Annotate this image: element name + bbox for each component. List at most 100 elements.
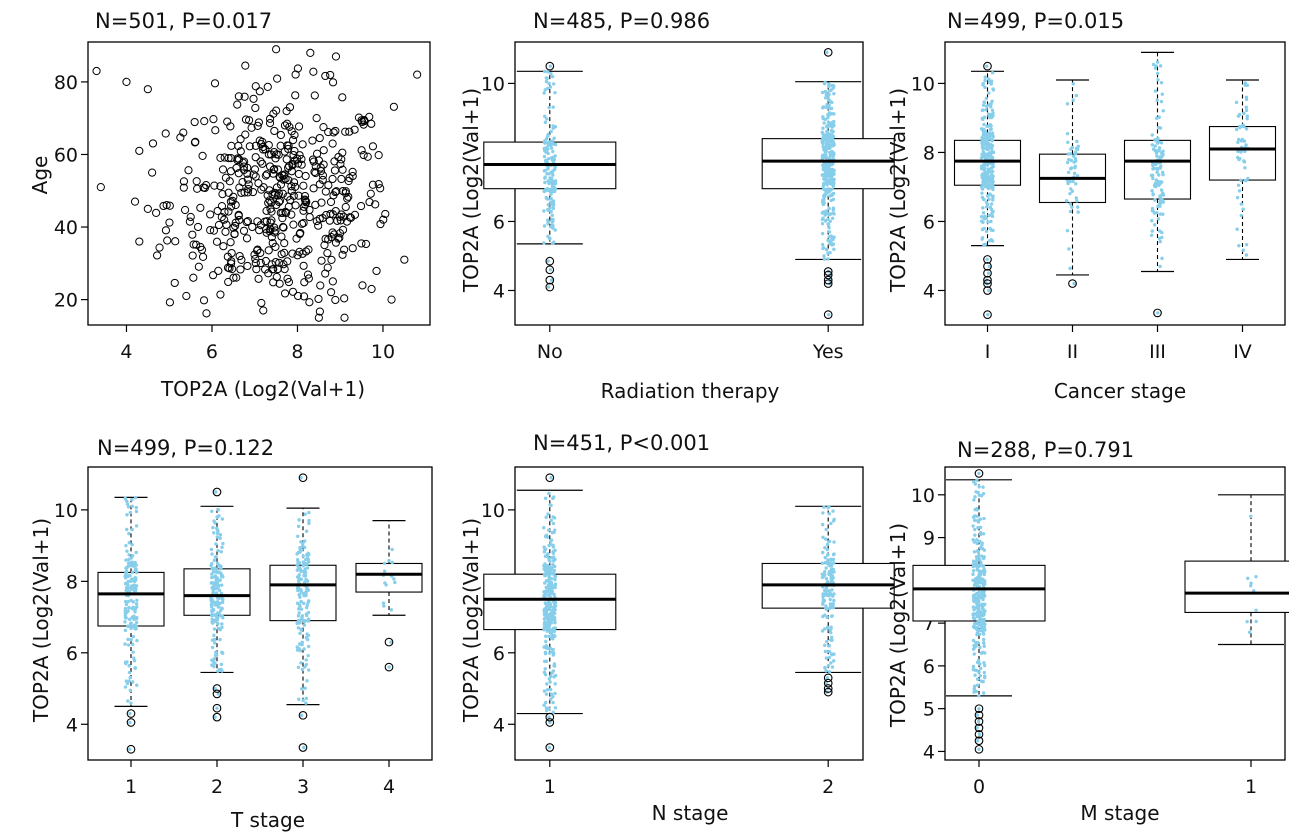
jitter-point (1161, 200, 1166, 204)
data-point (198, 151, 207, 161)
jitter-point (307, 668, 311, 672)
jitter-point (1153, 198, 1157, 202)
x-tick-label: III (1149, 341, 1166, 363)
data-point (230, 221, 240, 231)
jitter-point (544, 659, 549, 664)
jitter-point (127, 557, 131, 562)
jitter-point (298, 604, 302, 608)
jitter-point (1158, 264, 1162, 269)
jitter-point (1149, 173, 1154, 178)
data-point (210, 79, 220, 88)
jitter-point (220, 583, 224, 587)
panel-title: N=451, P<0.001 (533, 431, 710, 455)
x-axis-label: TOP2A (Log2(Val+1) (160, 377, 365, 401)
data-point (338, 225, 348, 234)
jitter-point (824, 156, 828, 160)
jitter-point (1075, 199, 1079, 203)
jitter-point (823, 643, 827, 647)
jitter-point (827, 230, 832, 234)
jitter-point (1072, 160, 1076, 164)
jitter-point (972, 480, 976, 484)
jitter-point (980, 191, 984, 195)
jitter-point (548, 559, 552, 563)
jitter-point (822, 505, 826, 509)
jitter-point (987, 91, 991, 95)
data-point (314, 294, 323, 304)
jitter-point (548, 720, 552, 725)
jitter-point (990, 70, 995, 75)
jitter-point (1243, 81, 1248, 85)
jitter-point (297, 567, 302, 572)
jitter-point (1249, 584, 1253, 588)
jitter-point (549, 476, 553, 480)
y-tick-label: 6 (493, 211, 505, 233)
jitter-point (975, 683, 980, 687)
jitter-point (831, 659, 836, 663)
data-point (250, 165, 260, 174)
data-point (243, 261, 252, 271)
data-point (193, 222, 203, 232)
jitter-point (971, 664, 976, 669)
jitter-point (821, 115, 825, 119)
data-point (270, 126, 279, 136)
data-point (179, 128, 188, 137)
jitter-point (987, 213, 991, 218)
jitter-point (1236, 140, 1240, 145)
jitter-point (821, 535, 825, 539)
outlier (823, 279, 833, 288)
data-point (234, 210, 243, 219)
jitter-point (298, 550, 302, 554)
jitter-point (832, 92, 836, 96)
jitter-point (130, 498, 134, 502)
jitter-point (212, 581, 217, 585)
jitter-point (1150, 229, 1154, 233)
jitter-point (213, 715, 217, 719)
jitter-point (990, 213, 994, 218)
data-point (350, 125, 359, 134)
jitter-point (979, 219, 984, 223)
jitter-point (1239, 150, 1243, 154)
jitter-point (1073, 164, 1077, 169)
jitter-point (985, 147, 989, 151)
jitter-point (553, 182, 558, 186)
jitter-point (1068, 179, 1072, 184)
jitter-point (829, 635, 834, 639)
jitter-point (383, 581, 387, 585)
jitter-point (827, 206, 831, 211)
jitter-point (299, 661, 303, 665)
jitter-point (982, 226, 986, 231)
data-point (148, 139, 158, 148)
jitter-point (545, 117, 549, 121)
jitter-point (545, 76, 549, 81)
data-point (251, 258, 260, 268)
y-tick-label: 60 (54, 144, 78, 166)
jitter-point (978, 645, 982, 650)
jitter-point (1237, 157, 1241, 161)
data-point (135, 146, 144, 155)
jitter-point (550, 587, 554, 591)
jitter-point (124, 543, 128, 548)
jitter-point (549, 692, 554, 696)
jitter-point (826, 116, 830, 120)
x-axis-label: T stage (230, 808, 305, 832)
jitter-point (215, 706, 219, 710)
jitter-point (212, 664, 216, 669)
jitter-point (974, 621, 979, 626)
jitter-point (831, 567, 835, 572)
jitter-point (1069, 147, 1073, 151)
jitter-point (542, 590, 546, 594)
data-point (368, 180, 378, 189)
data-point (291, 91, 300, 100)
jitter-point (1249, 581, 1253, 585)
jitter-point (124, 661, 128, 666)
jitter-point (133, 606, 137, 611)
data-point (248, 222, 257, 232)
jitter-point (126, 583, 130, 587)
data-point (284, 202, 293, 211)
y-tick-label: 6 (66, 643, 78, 665)
jitter-point (549, 176, 554, 181)
y-tick-label: 5 (923, 699, 935, 721)
jitter-point (825, 542, 830, 547)
data-point (253, 245, 262, 254)
jitter-point (547, 564, 551, 569)
